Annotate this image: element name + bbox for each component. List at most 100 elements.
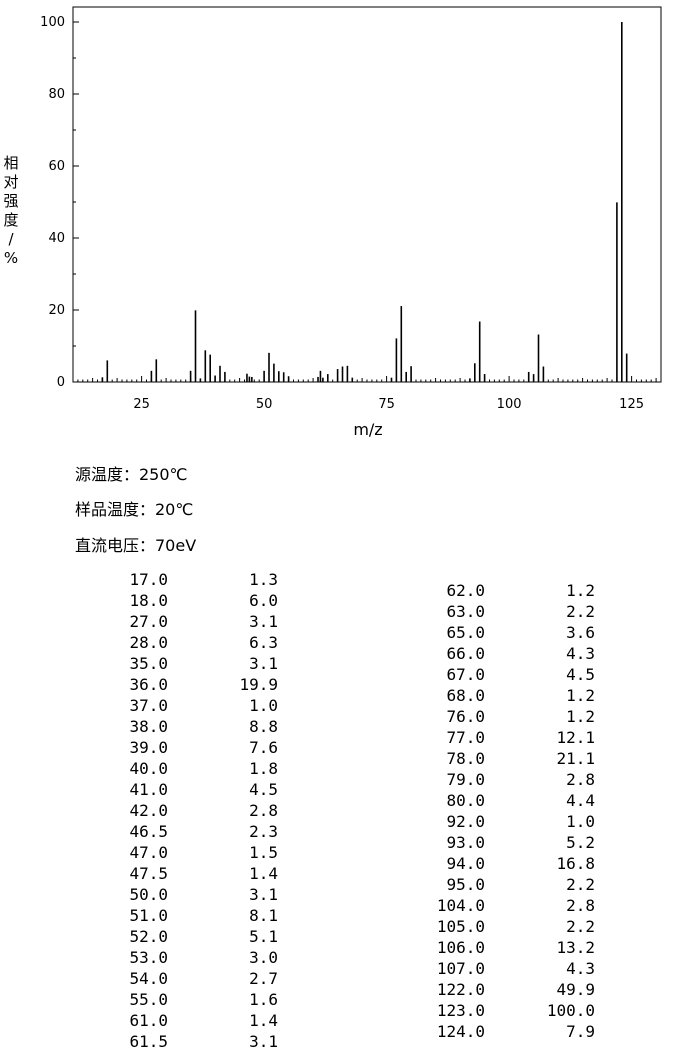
intensity-value: 1.2 bbox=[566, 707, 595, 726]
mz-value: 65.0 bbox=[446, 623, 485, 642]
intensity-value: 3.6 bbox=[566, 623, 595, 642]
table-row: 27.0 3.1 bbox=[0, 611, 300, 632]
mz-value: 123.0 bbox=[436, 1001, 485, 1020]
table-row: 51.0 8.1 bbox=[0, 905, 300, 926]
intensity-value: 4.5 bbox=[566, 665, 595, 684]
mz-value: 51.0 bbox=[129, 906, 168, 925]
x-axis-ticks: 25 50 75 100 125 bbox=[72, 376, 662, 412]
x-axis-label: m/z bbox=[353, 420, 382, 439]
table-row: 28.0 6.3 bbox=[0, 632, 300, 653]
mz-value: 94.0 bbox=[446, 854, 485, 873]
intensity-value: 49.9 bbox=[556, 980, 595, 999]
table-row: 80.0 4.4 bbox=[0, 790, 640, 811]
intensity-value: 19.9 bbox=[239, 675, 278, 694]
plot-frame bbox=[72, 6, 662, 383]
table-row: 35.0 3.1 bbox=[0, 653, 300, 674]
table-row: 105.0 2.2 bbox=[0, 916, 640, 937]
mz-value: 66.0 bbox=[446, 644, 485, 663]
table-row: 92.0 1.0 bbox=[0, 811, 640, 832]
table-row: 50.0 3.1 bbox=[0, 884, 300, 905]
mz-value: 53.0 bbox=[129, 948, 168, 967]
intensity-value: 8.8 bbox=[249, 717, 278, 736]
intensity-value: 1.2 bbox=[566, 581, 595, 600]
intensity-value: 16.8 bbox=[556, 854, 595, 873]
mz-value: 122.0 bbox=[436, 980, 485, 999]
intensity-value: 1.4 bbox=[249, 1011, 278, 1030]
table-row: 94.0 16.8 bbox=[0, 853, 640, 874]
mz-value: 42.0 bbox=[129, 801, 168, 820]
intensity-value: 12.1 bbox=[556, 728, 595, 747]
dc-voltage: 直流电压：70eV bbox=[75, 536, 197, 555]
table-row: 47.5 1.4 bbox=[0, 863, 300, 884]
table-row: 63.0 2.2 bbox=[0, 601, 640, 622]
y-axis-ticks: 0 20 40 60 80 100 bbox=[40, 15, 79, 390]
table-row: 107.0 4.3 bbox=[0, 958, 640, 979]
intensity-value: 2.3 bbox=[249, 822, 278, 841]
table-row: 53.0 3.0 bbox=[0, 947, 300, 968]
mz-value: 35.0 bbox=[129, 654, 168, 673]
mz-value: 61.0 bbox=[129, 1011, 168, 1030]
mz-value: 18.0 bbox=[129, 591, 168, 610]
intensity-value: 1.0 bbox=[249, 696, 278, 715]
intensity-value: 8.1 bbox=[249, 906, 278, 925]
mz-value: 28.0 bbox=[129, 633, 168, 652]
x-tick-label: 100 bbox=[497, 397, 522, 412]
mz-value: 36.0 bbox=[129, 675, 168, 694]
mz-value: 54.0 bbox=[129, 969, 168, 988]
intensity-value: 1.4 bbox=[249, 864, 278, 883]
table-row: 76.0 1.2 bbox=[0, 706, 640, 727]
intensity-value: 7.6 bbox=[249, 738, 278, 757]
mz-value: 55.0 bbox=[129, 990, 168, 1009]
intensity-value: 3.1 bbox=[249, 612, 278, 631]
x-tick-label: 75 bbox=[378, 397, 395, 412]
mz-value: 67.0 bbox=[446, 665, 485, 684]
intensity-value: 3.1 bbox=[249, 1032, 278, 1051]
table-row: 46.5 2.3 bbox=[0, 821, 300, 842]
y-axis-label-char: 相 bbox=[3, 154, 18, 172]
y-tick-label: 60 bbox=[48, 159, 65, 174]
intensity-value: 4.3 bbox=[566, 644, 595, 663]
table-row: 38.0 8.8 bbox=[0, 716, 300, 737]
y-tick-label: 0 bbox=[57, 375, 65, 390]
table-row: 106.0 13.2 bbox=[0, 937, 640, 958]
table-row: 61.0 1.4 bbox=[0, 1010, 300, 1031]
intensity-value: 6.3 bbox=[249, 633, 278, 652]
intensity-value: 5.1 bbox=[249, 927, 278, 946]
intensity-value: 13.2 bbox=[556, 938, 595, 957]
intensity-value: 4.3 bbox=[566, 959, 595, 978]
mz-value: 41.0 bbox=[129, 780, 168, 799]
table-row: 78.0 21.1 bbox=[0, 748, 640, 769]
table-row: 54.0 2.7 bbox=[0, 968, 300, 989]
table-row: 36.0 19.9 bbox=[0, 674, 300, 695]
y-axis-label-char: 对 bbox=[3, 173, 18, 191]
table-row: 47.0 1.5 bbox=[0, 842, 300, 863]
mz-value: 52.0 bbox=[129, 927, 168, 946]
intensity-value: 2.2 bbox=[566, 602, 595, 621]
table-row: 37.0 1.0 bbox=[0, 695, 300, 716]
mz-value: 95.0 bbox=[446, 875, 485, 894]
mz-value: 47.0 bbox=[129, 843, 168, 862]
mz-value: 124.0 bbox=[436, 1022, 485, 1041]
table-row: 41.0 4.5 bbox=[0, 779, 300, 800]
intensity-value: 100.0 bbox=[546, 1001, 595, 1020]
mz-value: 61.5 bbox=[129, 1032, 168, 1051]
mz-value: 17.0 bbox=[129, 570, 168, 589]
table-row: 52.0 5.1 bbox=[0, 926, 300, 947]
mz-value: 27.0 bbox=[129, 612, 168, 631]
table-row: 67.0 4.5 bbox=[0, 664, 640, 685]
intensity-value: 4.5 bbox=[249, 780, 278, 799]
intensity-value: 5.2 bbox=[566, 833, 595, 852]
table-row: 93.0 5.2 bbox=[0, 832, 640, 853]
mz-value: 92.0 bbox=[446, 812, 485, 831]
intensity-value: 3.0 bbox=[249, 948, 278, 967]
mz-value: 63.0 bbox=[446, 602, 485, 621]
intensity-value: 7.9 bbox=[566, 1022, 595, 1041]
intensity-value: 3.1 bbox=[249, 885, 278, 904]
mz-value: 40.0 bbox=[129, 759, 168, 778]
mz-value: 105.0 bbox=[436, 917, 485, 936]
table-row: 124.0 7.9 bbox=[0, 1021, 640, 1042]
source-temperature: 源温度：250℃ bbox=[75, 465, 188, 484]
table-row: 122.0 49.9 bbox=[0, 979, 640, 1000]
y-tick-label: 20 bbox=[48, 303, 65, 318]
